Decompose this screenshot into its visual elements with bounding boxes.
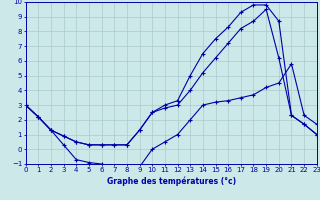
X-axis label: Graphe des températures (°c): Graphe des températures (°c): [107, 176, 236, 186]
